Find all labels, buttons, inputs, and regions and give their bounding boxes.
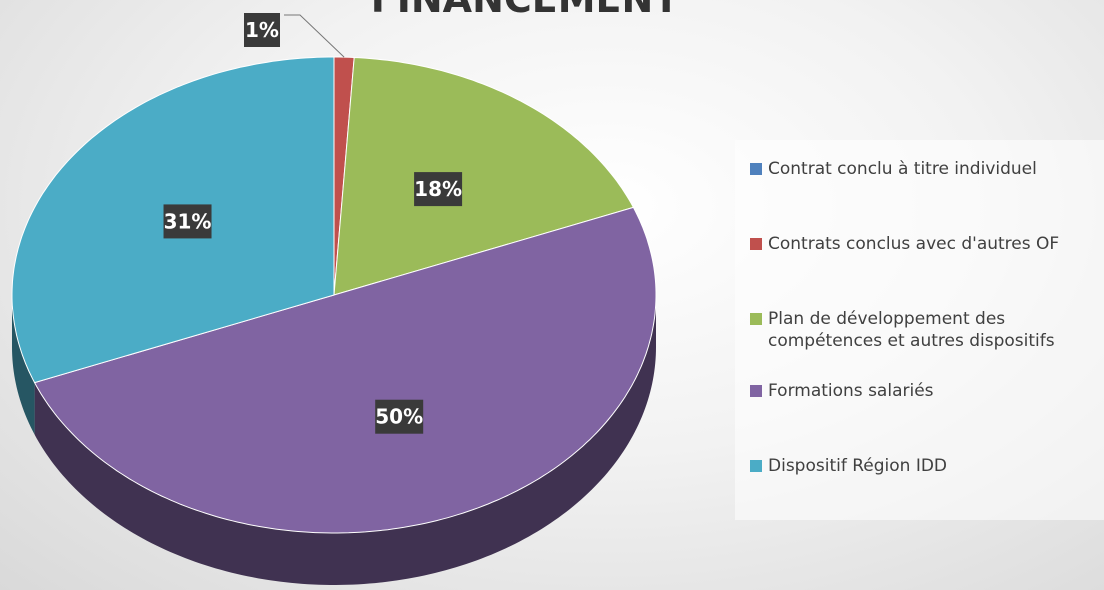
- data-label-box: [244, 13, 280, 47]
- pie-top: [11, 56, 657, 534]
- data-label-box: [414, 172, 463, 207]
- legend: Contrat conclu à titre individuel Contrat…: [735, 140, 1104, 520]
- legend-label: Dispositif Région IDD: [768, 456, 948, 476]
- chart-title: FINANCEMENT: [371, 0, 680, 21]
- legend-swatch: [750, 313, 762, 325]
- slice-side: [12, 295, 35, 435]
- legend-item: Contrat conclu à titre individuel: [750, 158, 1104, 180]
- legend-swatch: [750, 238, 762, 250]
- pie-slice: [333, 56, 635, 296]
- data-label: 1%: [245, 18, 279, 42]
- data-label: 18%: [414, 177, 462, 201]
- legend-item: Contrats conclus avec d'autres OF: [750, 233, 1104, 255]
- slice-side: [34, 295, 656, 585]
- pie-slice: [33, 206, 657, 534]
- data-label: 31%: [164, 209, 212, 233]
- pie-sides: [12, 295, 656, 585]
- legend-swatch: [750, 460, 762, 472]
- data-label-box: [375, 399, 424, 434]
- legend-item: Formations salariés: [750, 380, 1104, 402]
- data-label: 50%: [375, 405, 423, 429]
- data-label-box: [163, 204, 212, 239]
- legend-item: Dispositif Région IDD: [750, 455, 1104, 477]
- legend-swatch: [750, 163, 762, 175]
- legend-swatch: [750, 385, 762, 397]
- legend-label: Contrat conclu à titre individuel: [768, 159, 1037, 179]
- legend-item: Plan de développement des compétences et…: [750, 308, 1104, 352]
- legend-label: Formations salariés: [768, 381, 934, 401]
- legend-label: Contrats conclus avec d'autres OF: [768, 234, 1060, 254]
- leader-line: [284, 14, 345, 58]
- legend-label: Plan de développement des compétences et…: [768, 309, 1055, 351]
